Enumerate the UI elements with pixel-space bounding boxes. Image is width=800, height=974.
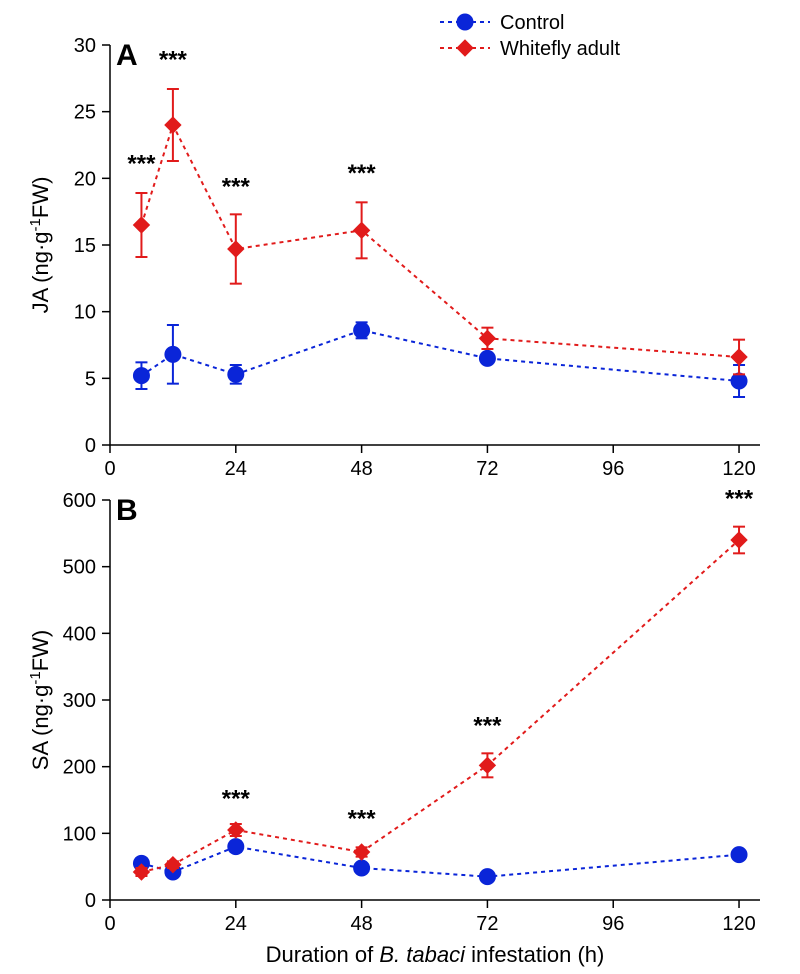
significance-marker: *** xyxy=(222,173,251,200)
y-axis-label: SA (ng·g-1FW) xyxy=(27,630,54,770)
panel-label: B xyxy=(116,494,138,527)
y-tick-label: 600 xyxy=(63,490,96,512)
x-axis-label: Duration of B. tabaci infestation (h) xyxy=(266,942,605,967)
legend-label: Control xyxy=(500,12,564,34)
data-marker xyxy=(228,241,244,257)
data-marker xyxy=(133,368,149,384)
axes xyxy=(110,500,760,900)
y-tick-label: 25 xyxy=(74,102,96,124)
y-tick-label: 0 xyxy=(85,435,96,457)
x-tick-label: 24 xyxy=(225,913,247,935)
x-tick-label: 72 xyxy=(476,913,498,935)
x-tick-label: 48 xyxy=(350,458,372,480)
data-marker xyxy=(457,14,473,30)
significance-marker: *** xyxy=(127,151,156,178)
x-tick-label: 96 xyxy=(602,913,624,935)
data-marker xyxy=(457,40,473,56)
x-tick-label: 24 xyxy=(225,458,247,480)
x-tick-label: 120 xyxy=(722,458,755,480)
data-marker xyxy=(731,349,747,365)
x-tick-label: 0 xyxy=(104,458,115,480)
significance-marker: *** xyxy=(348,160,377,187)
panel-label: A xyxy=(116,39,138,72)
data-marker xyxy=(354,860,370,876)
data-marker xyxy=(228,366,244,382)
y-tick-label: 100 xyxy=(63,823,96,845)
y-tick-label: 15 xyxy=(74,235,96,257)
y-tick-label: 500 xyxy=(63,557,96,579)
significance-marker: *** xyxy=(348,806,377,833)
x-tick-label: 96 xyxy=(602,458,624,480)
significance-marker: *** xyxy=(725,486,754,513)
y-tick-label: 300 xyxy=(63,690,96,712)
axes xyxy=(110,45,760,445)
significance-marker: *** xyxy=(222,786,251,813)
series-line xyxy=(141,125,739,357)
data-marker xyxy=(479,350,495,366)
data-marker xyxy=(354,322,370,338)
data-marker xyxy=(133,217,149,233)
y-tick-label: 20 xyxy=(74,168,96,190)
y-tick-label: 30 xyxy=(74,35,96,57)
y-tick-label: 5 xyxy=(85,368,96,390)
y-tick-label: 10 xyxy=(74,302,96,324)
data-marker xyxy=(165,117,181,133)
y-tick-label: 200 xyxy=(63,757,96,779)
x-tick-label: 48 xyxy=(350,913,372,935)
x-tick-label: 72 xyxy=(476,458,498,480)
x-tick-label: 120 xyxy=(722,913,755,935)
legend-label: Whitefly adult xyxy=(500,38,620,60)
data-marker xyxy=(479,869,495,885)
x-tick-label: 0 xyxy=(104,913,115,935)
significance-marker: *** xyxy=(159,47,188,74)
figure: 051015202530024487296120JA (ng·g-1FW)A**… xyxy=(0,0,800,974)
chart-canvas: 051015202530024487296120JA (ng·g-1FW)A**… xyxy=(0,0,800,974)
series-line xyxy=(141,540,739,872)
y-tick-label: 0 xyxy=(85,890,96,912)
data-marker xyxy=(228,839,244,855)
y-tick-label: 400 xyxy=(63,623,96,645)
data-marker xyxy=(165,346,181,362)
significance-marker: *** xyxy=(473,712,502,739)
data-marker xyxy=(731,847,747,863)
y-axis-label: JA (ng·g-1FW) xyxy=(27,177,54,314)
data-marker xyxy=(731,373,747,389)
